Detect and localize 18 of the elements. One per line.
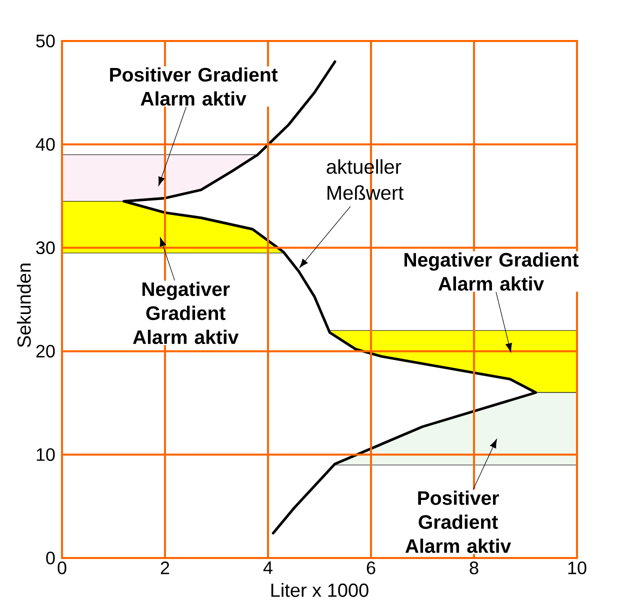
y-tick-label: 10 — [36, 448, 55, 461]
x-axis-title: Liter x 1000 — [271, 583, 368, 597]
y-tick-label: 20 — [36, 344, 55, 358]
x-tick-label: 4 — [263, 562, 272, 574]
y-tick-label: 30 — [36, 241, 55, 254]
x-tick-label: 10 — [568, 562, 586, 574]
y-tick-label: 50 — [36, 34, 55, 48]
x-tick-label: 6 — [366, 562, 376, 574]
annotation: Positiver Gradient Alarm aktiv — [405, 490, 512, 553]
annotation: Positiver Gradient Alarm aktiv — [110, 67, 278, 106]
x-tick-label: 8 — [470, 562, 478, 574]
x-tick-label: 2 — [160, 562, 170, 574]
annotation: Negativer Gradient Alarm aktiv — [132, 282, 239, 344]
y-axis-title: Sekunden — [16, 264, 31, 348]
y-tick-label: 40 — [36, 138, 55, 151]
y-tick-label: 0 — [46, 552, 55, 564]
annotation: Negativer Gradient Alarm aktiv — [404, 252, 579, 291]
x-tick-label: 0 — [58, 562, 66, 574]
